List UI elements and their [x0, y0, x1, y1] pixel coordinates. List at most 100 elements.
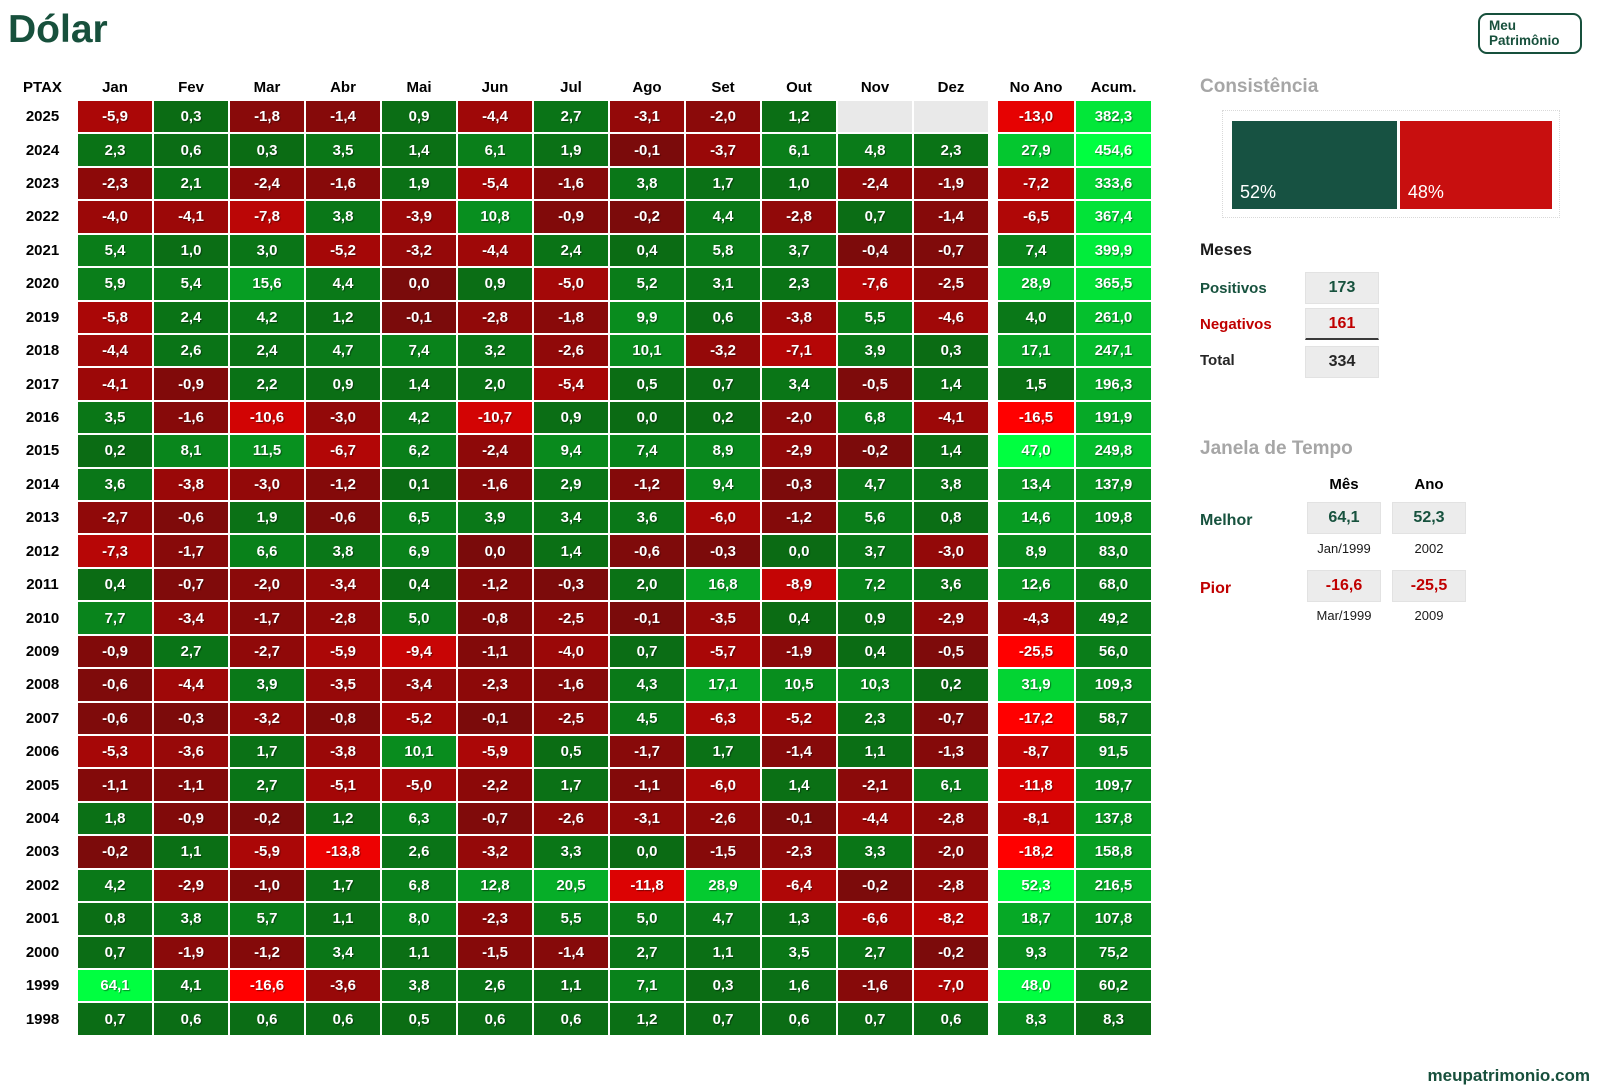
cell-2018-jul: -2,6 [533, 333, 609, 368]
cell-2004-noano: -8,1 [997, 801, 1075, 836]
cell-2018-abr: 4,7 [305, 333, 381, 368]
cell-2010-abr: -2,8 [305, 601, 381, 635]
cell-2012-mar: 6,6 [229, 534, 305, 568]
year-label-2016: 2016 [25, 409, 60, 426]
cell-1998-mar: 0,6 [229, 1002, 305, 1036]
cell-2002-jan: 4,2 [77, 868, 153, 903]
cell-2022-jan: -4,0 [77, 200, 153, 234]
worst-month-value: -16,6 [1307, 570, 1381, 602]
column-gap [989, 968, 997, 1003]
cell-2008-set: 17,1 [685, 668, 761, 702]
cell-2010-out: 0,4 [761, 601, 837, 635]
cell-1999-mai: 3,8 [381, 968, 457, 1003]
cell-2002-noano: 52,3 [997, 868, 1075, 903]
cell-2020-mar: 15,6 [229, 267, 305, 301]
cell-2018-dez: 0,3 [913, 333, 989, 368]
column-header-out: Out [786, 78, 812, 96]
cell-2022-out: -2,8 [761, 200, 837, 234]
cell-2006-mai: 10,1 [381, 735, 457, 769]
cell-2018-jan: -4,4 [77, 333, 153, 368]
cell-2006-abr: -3,8 [305, 735, 381, 769]
column-gap [989, 133, 997, 167]
cell-2019-jun: -2,8 [457, 300, 533, 334]
cell-2006-jul: 0,5 [533, 735, 609, 769]
cell-2021-fev: 1,0 [153, 233, 229, 268]
column-header-set: Set [711, 78, 735, 96]
cell-2004-out: -0,1 [761, 801, 837, 836]
cell-2021-set: 5,8 [685, 233, 761, 268]
cell-2009-dez: -0,5 [913, 634, 989, 669]
cell-2014-jul: 2,9 [533, 467, 609, 502]
column-gap [989, 634, 997, 669]
cell-2021-mar: 3,0 [229, 233, 305, 268]
cell-2005-jul: 1,7 [533, 768, 609, 802]
cell-2011-mai: 0,4 [381, 567, 457, 602]
brand-logo[interactable]: Meu Patrimônio [1478, 13, 1582, 54]
cell-2001-noano: 18,7 [997, 902, 1075, 936]
cell-2005-noano: -11,8 [997, 768, 1075, 802]
cell-2013-mar: 1,9 [229, 501, 305, 535]
site-url-link[interactable]: meupatrimonio.com [1427, 1066, 1590, 1085]
cell-2021-out: 3,7 [761, 233, 837, 268]
cell-2000-mar: -1,2 [229, 935, 305, 969]
cell-2018-fev: 2,6 [153, 333, 229, 368]
cell-2014-set: 9,4 [685, 467, 761, 502]
cell-2019-noano: 4,0 [997, 300, 1075, 334]
cell-2025-mar: -1,8 [229, 100, 305, 134]
cell-2004-mar: -0,2 [229, 801, 305, 836]
cell-2024-acum: 454,6 [1075, 133, 1152, 167]
best-label: Melhor [1200, 512, 1253, 529]
cell-2010-mar: -1,7 [229, 601, 305, 635]
cell-2010-dez: -2,9 [913, 601, 989, 635]
cell-2019-mai: -0,1 [381, 300, 457, 334]
column-header-mar: Mar [253, 78, 281, 96]
cell-2022-acum: 367,4 [1075, 200, 1152, 234]
cell-1999-dez: -7,0 [913, 968, 989, 1003]
cell-2021-jan: 5,4 [77, 233, 153, 268]
column-gap [989, 300, 997, 334]
cell-2025-fev: 0,3 [153, 100, 229, 134]
cell-2005-acum: 109,7 [1075, 768, 1152, 802]
cell-2003-nov: 3,3 [837, 835, 913, 869]
column-gap [989, 935, 997, 969]
cell-2012-noano: 8,9 [997, 534, 1075, 568]
cell-2024-abr: 3,5 [305, 133, 381, 167]
cell-2015-set: 8,9 [685, 434, 761, 468]
cell-2014-noano: 13,4 [997, 467, 1075, 502]
cell-2022-fev: -4,1 [153, 200, 229, 234]
cell-2003-fev: 1,1 [153, 835, 229, 869]
negative-percent-label: 48% [1407, 182, 1444, 202]
cell-2022-abr: 3,8 [305, 200, 381, 234]
cell-2012-out: 0,0 [761, 534, 837, 568]
cell-2012-abr: 3,8 [305, 534, 381, 568]
negatives-value: 161 [1305, 308, 1379, 340]
cell-2025-noano: -13,0 [997, 100, 1075, 134]
page-title: Dólar [8, 8, 108, 51]
column-gap [989, 701, 997, 736]
cell-2003-mai: 2,6 [381, 835, 457, 869]
cell-2005-mai: -5,0 [381, 768, 457, 802]
cell-1998-jun: 0,6 [457, 1002, 533, 1036]
cell-2009-jul: -4,0 [533, 634, 609, 669]
cell-2018-nov: 3,9 [837, 333, 913, 368]
cell-2024-jul: 1,9 [533, 133, 609, 167]
cell-2005-abr: -5,1 [305, 768, 381, 802]
cell-2011-out: -8,9 [761, 567, 837, 602]
cell-2020-abr: 4,4 [305, 267, 381, 301]
cell-2014-fev: -3,8 [153, 467, 229, 502]
cell-2013-jan: -2,7 [77, 501, 153, 535]
cell-2022-jul: -0,9 [533, 200, 609, 234]
cell-2013-set: -6,0 [685, 501, 761, 535]
year-label-2023: 2023 [25, 175, 60, 193]
cell-2022-mar: -7,8 [229, 200, 305, 234]
cell-2012-nov: 3,7 [837, 534, 913, 568]
cell-2006-acum: 91,5 [1075, 735, 1152, 769]
column-gap [989, 868, 997, 903]
cell-2012-fev: -1,7 [153, 534, 229, 568]
cell-2024-ago: -0,1 [609, 133, 685, 167]
year-label-2011: 2011 [26, 576, 59, 594]
cell-2002-ago: -11,8 [609, 868, 685, 903]
cell-2016-jul: 0,9 [533, 400, 609, 435]
cell-2003-mar: -5,9 [229, 835, 305, 869]
cell-2008-abr: -3,5 [305, 668, 381, 702]
